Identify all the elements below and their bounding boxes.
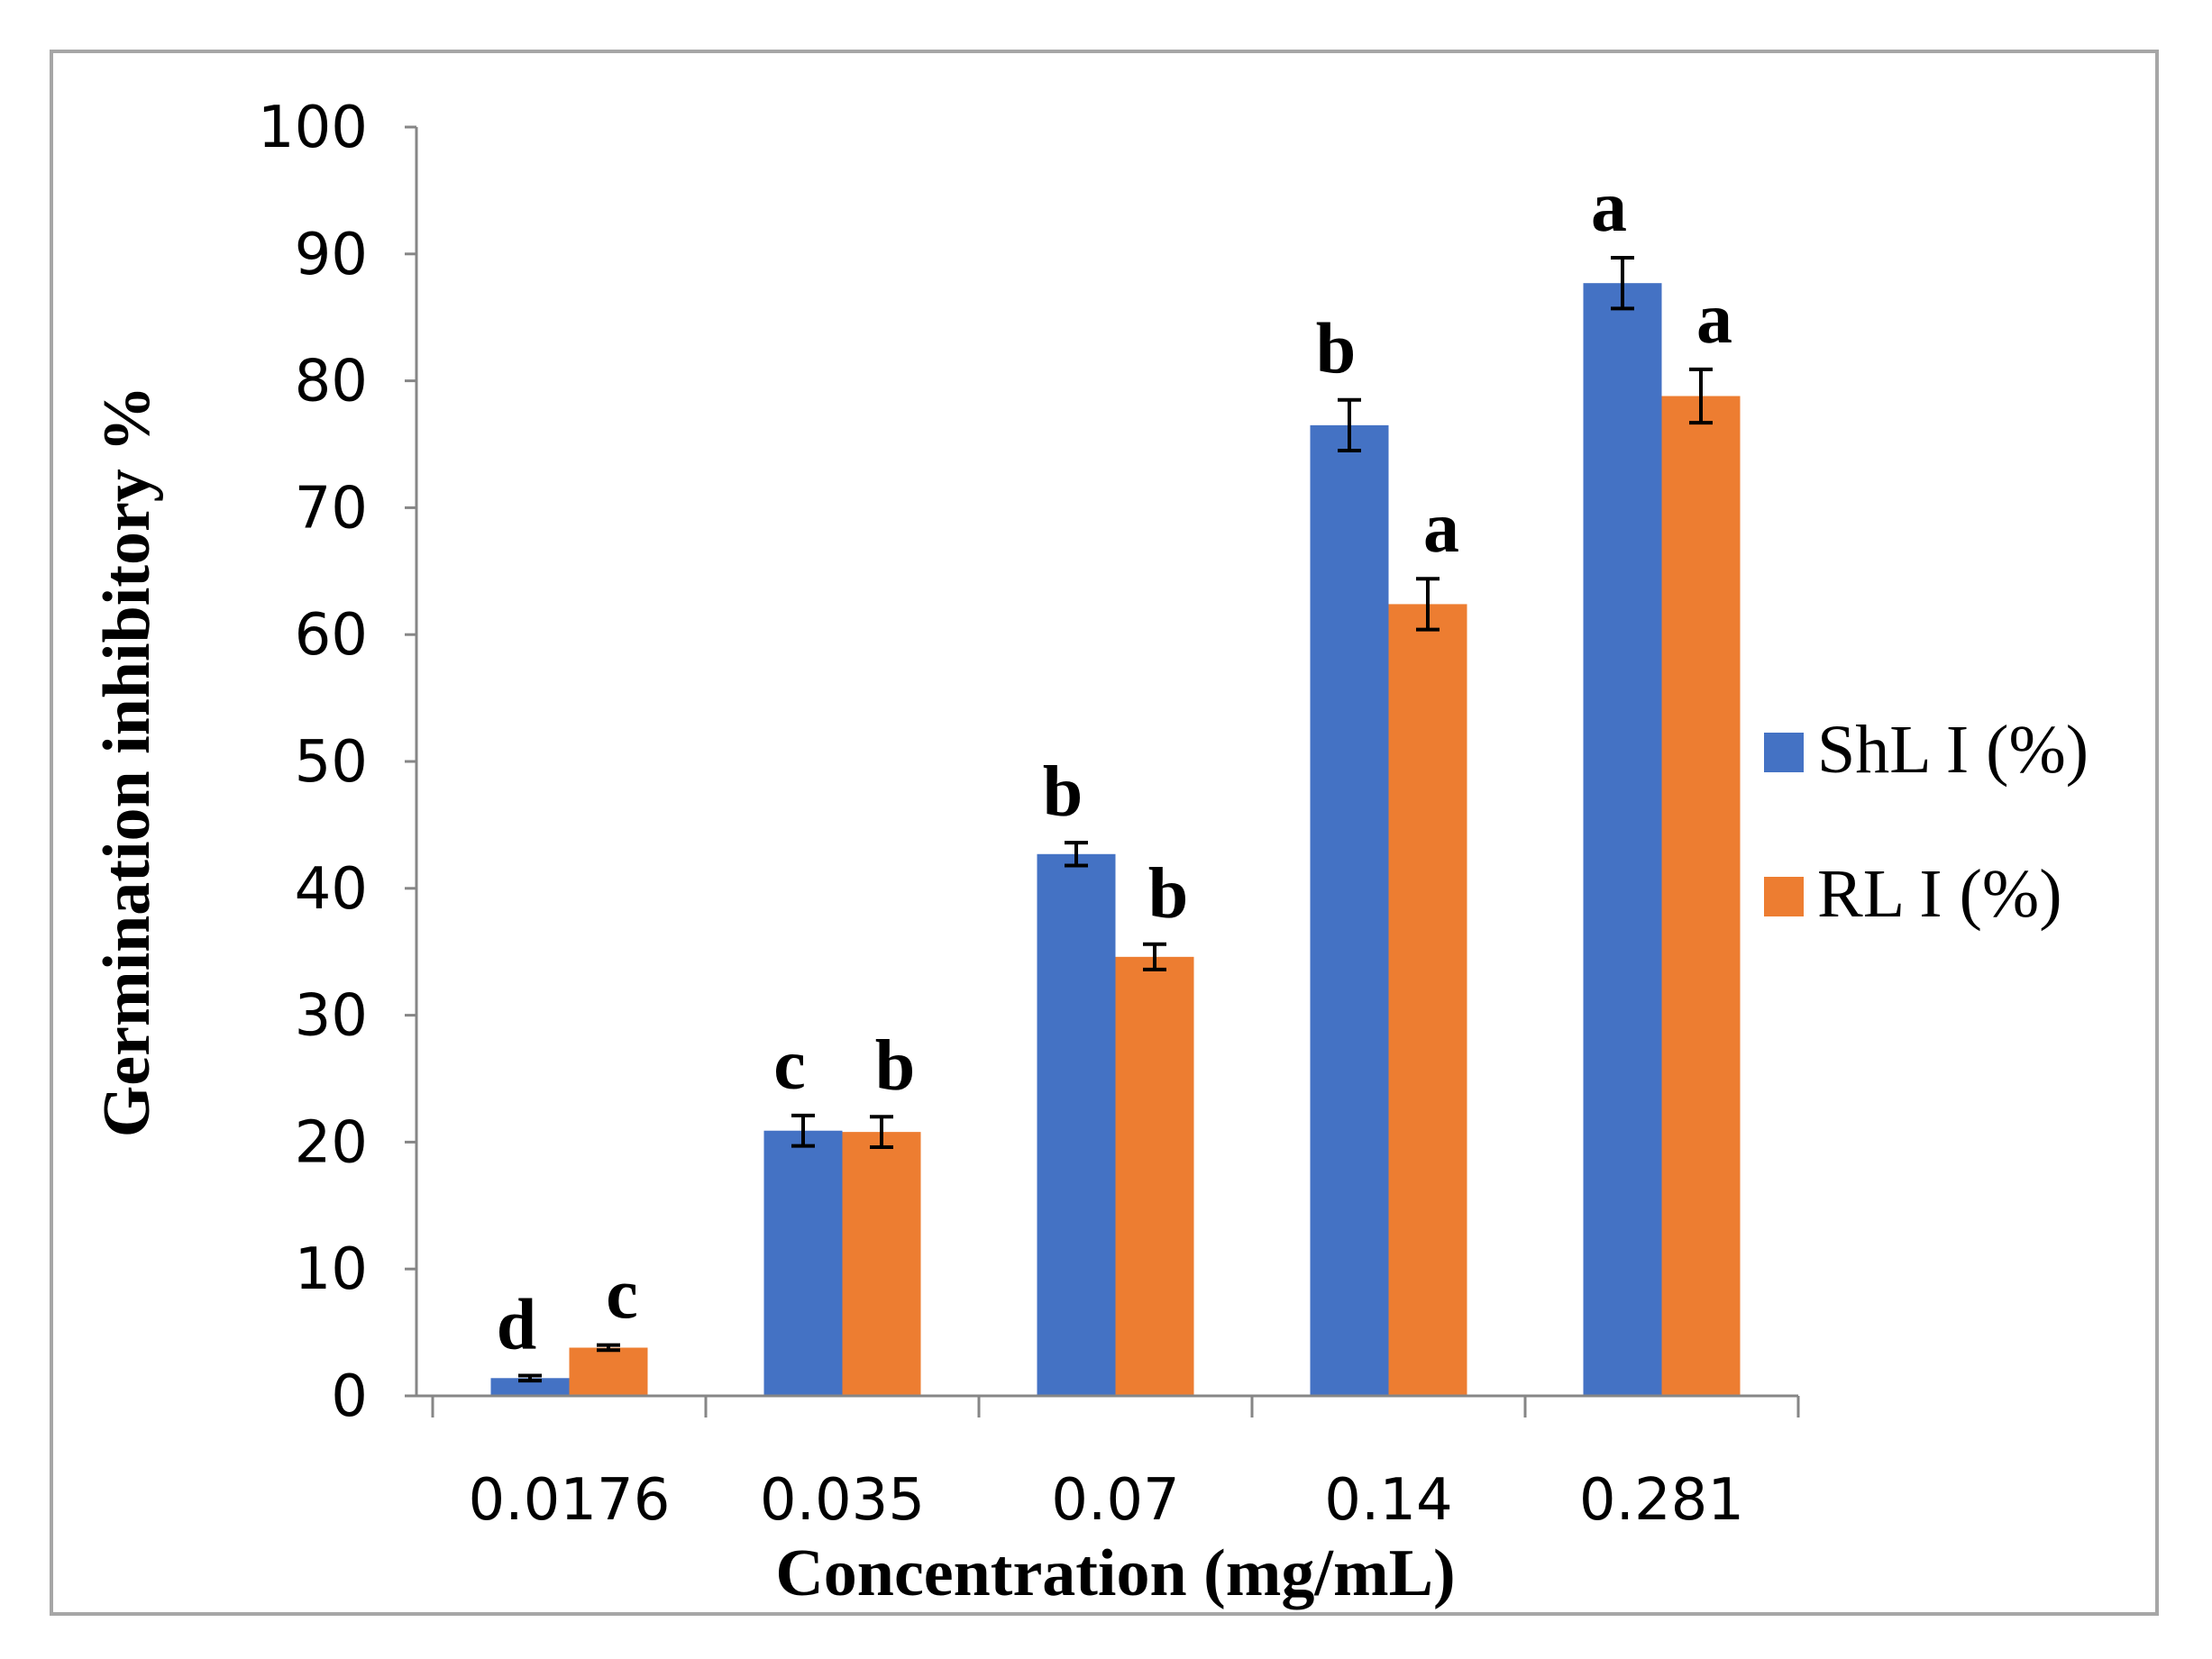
significance-letter: a bbox=[1423, 488, 1459, 568]
error-bar bbox=[1611, 256, 1634, 311]
error-bar bbox=[518, 1373, 542, 1383]
bar-series-2 bbox=[569, 1347, 648, 1396]
legend-swatch-series-2 bbox=[1764, 877, 1804, 916]
error-bar bbox=[870, 1115, 893, 1150]
error-bar bbox=[1689, 367, 1713, 425]
significance-letter: d bbox=[497, 1285, 537, 1364]
significance-letter: b bbox=[1316, 310, 1357, 389]
error-bar bbox=[1065, 841, 1088, 868]
significance-letter: c bbox=[773, 1025, 806, 1105]
y-tick-label: 50 bbox=[295, 729, 368, 796]
y-tick-label: 80 bbox=[295, 349, 368, 415]
bar-series-1 bbox=[1583, 283, 1662, 1397]
y-tick-label: 0 bbox=[331, 1363, 368, 1430]
significance-letter: b bbox=[1043, 752, 1083, 832]
bar-series-2 bbox=[842, 1132, 921, 1396]
bar-series-2 bbox=[1115, 956, 1194, 1396]
y-tick-label: 10 bbox=[295, 1236, 368, 1303]
error-bar bbox=[791, 1113, 815, 1148]
x-tick-label: 0.0176 bbox=[469, 1467, 671, 1534]
y-tick-label: 60 bbox=[295, 602, 368, 669]
bar-series-1 bbox=[1310, 424, 1389, 1396]
x-tick-label: 0.14 bbox=[1324, 1467, 1453, 1534]
bar-series-1 bbox=[763, 1130, 843, 1396]
bar-series-2 bbox=[1388, 604, 1467, 1396]
significance-letter: a bbox=[1591, 168, 1627, 247]
y-tick-label: 100 bbox=[258, 95, 368, 161]
error-bar bbox=[1338, 397, 1361, 453]
bar-series-1 bbox=[490, 1378, 570, 1396]
y-axis-title: Germination inhibitory % bbox=[90, 386, 164, 1138]
error-bar bbox=[1416, 577, 1440, 632]
legend-label-series-2: RL I (%) bbox=[1817, 856, 2062, 932]
significance-letter: c bbox=[606, 1255, 638, 1335]
significance-letter: b bbox=[875, 1026, 916, 1106]
x-tick-label: 0.035 bbox=[760, 1467, 925, 1534]
significance-letter: b bbox=[1148, 854, 1189, 934]
legend-swatch-series-1 bbox=[1764, 733, 1804, 772]
x-axis-title: Concentration (mg/mL) bbox=[775, 1536, 1455, 1610]
y-tick-label: 40 bbox=[295, 856, 368, 923]
x-tick-label: 0.281 bbox=[1579, 1467, 1744, 1534]
error-bar bbox=[597, 1343, 620, 1353]
y-tick-label: 90 bbox=[295, 222, 368, 288]
y-tick-label: 20 bbox=[295, 1109, 368, 1176]
bar-series-2 bbox=[1661, 396, 1741, 1397]
significance-letter: a bbox=[1696, 279, 1732, 359]
legend-label-series-1: ShL I (%) bbox=[1817, 712, 2089, 788]
y-tick-label: 30 bbox=[295, 983, 368, 1050]
x-tick-label: 0.07 bbox=[1051, 1467, 1180, 1534]
error-bar bbox=[1143, 942, 1166, 971]
y-tick-label: 70 bbox=[295, 475, 368, 542]
bar-series-1 bbox=[1037, 853, 1116, 1396]
